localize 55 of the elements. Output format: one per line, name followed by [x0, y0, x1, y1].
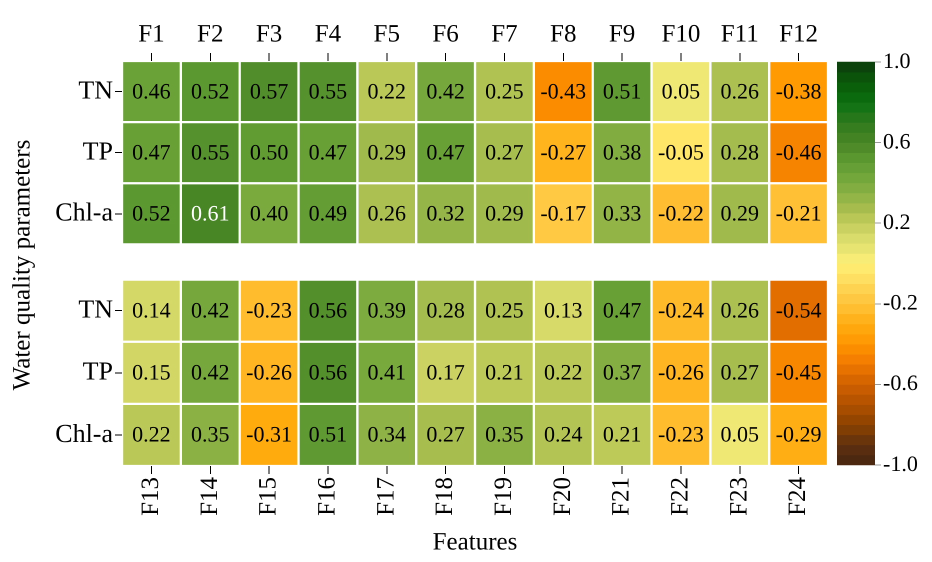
- data-label: -0.45: [776, 360, 822, 385]
- color-bar-label: 1.0: [883, 48, 910, 73]
- x-tick-label: F6: [432, 20, 459, 48]
- y-tick-label: TN: [78, 75, 114, 104]
- color-bar-label: -1.0: [883, 450, 918, 476]
- x-tick-label: F14: [196, 476, 223, 516]
- data-label: -0.24: [658, 297, 704, 322]
- x-tick-label: F19: [490, 477, 517, 516]
- data-label: 0.38: [602, 139, 642, 164]
- data-label: -0.05: [658, 139, 704, 164]
- data-label: 0.50: [250, 139, 288, 164]
- x-tick-label: F4: [314, 20, 342, 48]
- x-tick-label: F13: [136, 477, 164, 516]
- y-tick-label: Chl-a: [55, 418, 114, 448]
- color-bar-label: 0.2: [883, 208, 910, 234]
- data-label: 0.28: [426, 297, 465, 322]
- data-label: 0.49: [308, 200, 348, 226]
- x-tick-label: F23: [725, 477, 752, 516]
- x-tick-label: F3: [256, 20, 282, 48]
- x-tick-label: F22: [666, 477, 694, 516]
- y-tick-label: TP: [82, 136, 113, 166]
- data-label: -0.22: [658, 200, 704, 226]
- data-label: -0.26: [246, 360, 292, 385]
- y-axis-title: Water quality parameters: [8, 140, 36, 390]
- x-tick-label: F10: [661, 20, 700, 48]
- data-label: 0.29: [368, 139, 406, 164]
- x-tick-label: F5: [374, 20, 400, 48]
- data-label: -0.26: [658, 360, 704, 385]
- data-label: -0.46: [776, 139, 822, 164]
- x-tick-label: F17: [372, 477, 400, 516]
- data-label: 0.40: [250, 200, 288, 226]
- x-tick-label: F18: [431, 477, 458, 516]
- x-tick-label: F15: [254, 477, 282, 516]
- color-bar-label: -0.6: [883, 370, 918, 396]
- x-tick-label: F12: [779, 20, 818, 48]
- y-tick-label: TP: [82, 356, 113, 386]
- y-tick-label: TN: [78, 294, 114, 324]
- color-bar-label: -0.2: [883, 290, 918, 315]
- data-label: 0.28: [720, 139, 759, 164]
- data-label: -0.54: [776, 297, 822, 322]
- x-tick-label: F9: [608, 20, 636, 48]
- color-bar-label: 0.6: [883, 128, 910, 154]
- x-tick-label: F24: [784, 476, 812, 516]
- x-tick-label: F16: [313, 477, 340, 516]
- x-tick-label: F2: [197, 20, 224, 48]
- x-tick-label: F8: [550, 20, 576, 48]
- data-label: 0.29: [720, 200, 759, 226]
- x-tick-label: F21: [608, 477, 635, 516]
- x-tick-label: F20: [548, 477, 576, 516]
- x-tick-label: F11: [720, 20, 759, 48]
- x-axis-title: Features: [432, 528, 518, 556]
- y-tick-label: Chl-a: [55, 198, 114, 227]
- data-label: 0.39: [368, 297, 406, 322]
- x-tick-label: F1: [138, 20, 165, 48]
- x-tick-label: F7: [491, 20, 518, 48]
